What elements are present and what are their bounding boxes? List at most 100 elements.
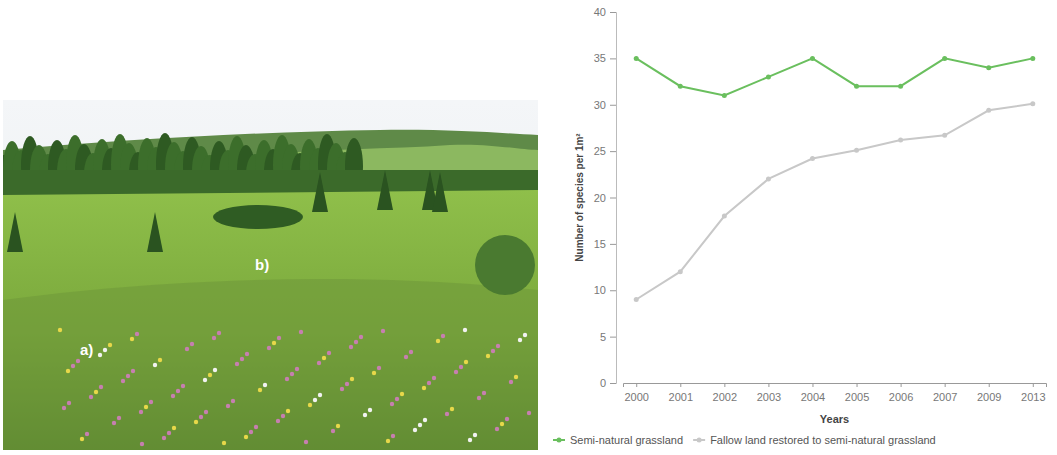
legend: Semi-natural grassland Fallow land restor… (553, 434, 936, 446)
x-tick-label: 2005 (845, 391, 869, 403)
series-line (636, 58, 1033, 95)
x-tick-label: 2009 (977, 391, 1001, 403)
series-point (986, 108, 991, 113)
shrub (475, 235, 535, 295)
x-axis: 2000 2001 2002 2003 2004 2005 2006 2007 2009 2013 (624, 383, 1047, 403)
photo: a) b) (0, 100, 538, 450)
x-tick: 2006 (889, 383, 913, 403)
series-point (722, 93, 727, 98)
x-tick-mark (724, 383, 725, 387)
series-point (722, 214, 727, 219)
y-tick: 30 (594, 99, 616, 111)
series-point (854, 148, 859, 153)
x-tick-mark (945, 383, 946, 387)
tree (432, 172, 448, 212)
series-point (898, 84, 903, 89)
x-tick-label: 2006 (889, 391, 913, 403)
y-tick: 25 (594, 145, 616, 157)
series-point (634, 56, 639, 61)
tree (7, 212, 23, 252)
series-point (898, 137, 903, 142)
y-tick-label: 10 (594, 284, 606, 296)
tree (312, 172, 328, 212)
y-tick-label: 35 (594, 52, 606, 64)
meadow (3, 190, 538, 450)
y-tick-label: 15 (594, 238, 606, 250)
x-tick-label: 2001 (669, 391, 693, 403)
y-tick-label: 5 (600, 331, 606, 343)
canvas: (function () { const data = JSON.parse(d… (0, 0, 1057, 455)
y-tick-label: 20 (594, 192, 606, 204)
y-axis-title: Number of species per 1m² (574, 133, 585, 262)
series-point (810, 56, 815, 61)
series-point (854, 84, 859, 89)
y-tick: 35 (594, 52, 616, 64)
x-tick-label: 2013 (1021, 391, 1045, 403)
plot-marks (634, 56, 1036, 302)
y-axis-line (610, 13, 617, 384)
y-tick-mark (610, 151, 616, 152)
x-tick: 2003 (757, 383, 781, 403)
y-tick: 20 (594, 192, 616, 204)
y-tick: 10 (594, 284, 616, 296)
chart: 0 5 10 15 20 25 30 35 40 2000 2001 2002 2003 2004 2005… (553, 6, 1047, 446)
series-point (942, 56, 947, 61)
x-tick-label: 2003 (757, 391, 781, 403)
tree (147, 212, 163, 252)
y-tick-mark (610, 198, 616, 199)
photo-label: a) (80, 341, 93, 358)
x-tick-label: 2004 (801, 391, 825, 403)
y-tick-label: 0 (600, 377, 606, 389)
x-tick-label: 2002 (713, 391, 737, 403)
y-tick-mark (610, 58, 616, 59)
legend-marker (697, 438, 702, 443)
series-point (986, 65, 991, 70)
x-tick: 2013 (1021, 383, 1045, 403)
x-tick-mark (901, 383, 902, 387)
flowers (58, 328, 531, 446)
y-axis: 0 5 10 15 20 25 30 35 40 (594, 6, 617, 389)
series-point (678, 269, 683, 274)
series-point (678, 84, 683, 89)
x-tick-mark (857, 383, 858, 387)
x-tick-label: 2007 (933, 391, 957, 403)
y-tick-mark (610, 337, 616, 338)
x-tick-mark (989, 383, 990, 387)
legend-item: Fallow land restored to semi-natural gra… (693, 434, 936, 446)
x-tick: 2009 (977, 383, 1001, 403)
x-tick-label: 2000 (624, 391, 648, 403)
x-tick-mark (680, 383, 681, 387)
series-point (810, 156, 815, 161)
y-tick: 5 (600, 331, 616, 343)
hills (3, 130, 538, 200)
legend-item: Semi-natural grassland (553, 434, 683, 446)
x-tick: 2004 (801, 383, 825, 403)
series-point (766, 74, 771, 79)
x-tick: 2005 (845, 383, 869, 403)
series-point (942, 133, 947, 138)
legend-marker (557, 438, 562, 443)
y-tick: 40 (594, 6, 616, 18)
series-line (636, 104, 1033, 300)
tree (377, 170, 393, 210)
series-point (634, 297, 639, 302)
x-tick: 2007 (933, 383, 957, 403)
x-axis-title: Years (820, 413, 849, 425)
photo-label: b) (255, 256, 269, 273)
series-point (1030, 101, 1035, 106)
x-tick-mark (1033, 383, 1034, 387)
y-tick: 15 (594, 238, 616, 250)
y-tick-label: 30 (594, 99, 606, 111)
y-tick-mark (610, 290, 616, 291)
y-tick-label: 40 (594, 6, 606, 18)
x-tick: 2002 (713, 383, 737, 403)
sky (3, 100, 538, 450)
y-tick: 0 (600, 377, 616, 389)
y-tick-mark (610, 383, 616, 384)
y-tick-mark (610, 244, 616, 245)
series-point (766, 176, 771, 181)
legend-label: Fallow land restored to semi-natural gra… (710, 434, 936, 446)
bush (213, 205, 303, 229)
legend-label: Semi-natural grassland (570, 434, 683, 446)
x-tick: 2000 (624, 383, 648, 403)
